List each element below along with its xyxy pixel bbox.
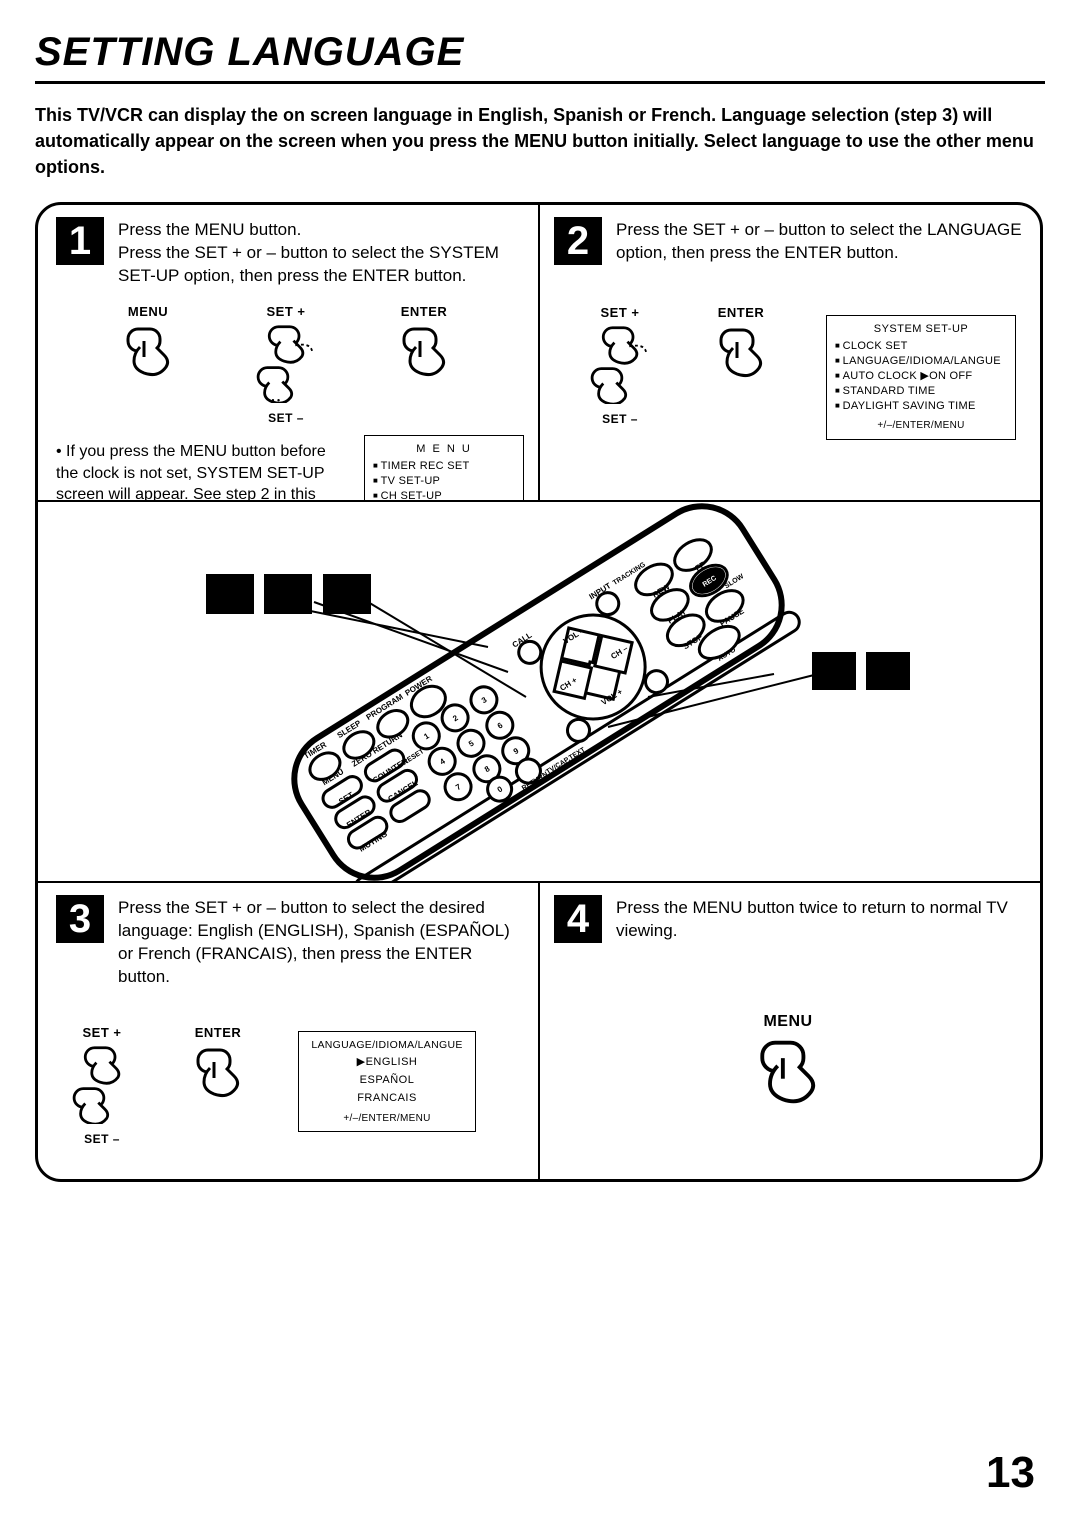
set-button-illustration: SET + SET –: [250, 304, 322, 425]
step-number: 4: [554, 895, 602, 943]
menu-button-illustration: MENU: [118, 304, 178, 379]
press-icon: [394, 323, 454, 379]
osd-hint: +/–/ENTER/MENU: [835, 419, 1007, 433]
press-icon: [711, 324, 771, 380]
set-button-illustration: SET + SET –: [66, 1025, 138, 1146]
osd-item: AUTO CLOCK ▶ON OFF: [835, 369, 1007, 384]
button-sublabel: SET –: [66, 1132, 138, 1146]
step-number: 3: [56, 895, 104, 943]
osd-language: LANGUAGE/IDIOMA/LANGUE ▶ENGLISH ESPAÑOL …: [298, 1031, 476, 1132]
osd-item: CH SET-UP: [373, 489, 515, 504]
step-number: 1: [56, 217, 104, 265]
osd-option: ESPAÑOL: [307, 1073, 467, 1088]
step-text: Press the MENU button twice to return to…: [616, 895, 1022, 943]
page-title: SETTING LANGUAGE: [35, 30, 1045, 75]
enter-button-illustration: ENTER: [394, 304, 454, 379]
button-label: MENU: [554, 1013, 1022, 1031]
remote-control-icon: TIMER SLEEP PROGRAM POWER MENU ZERO RETU…: [178, 502, 898, 881]
osd-title: M E N U: [373, 442, 515, 457]
steps-container: 1 Press the MENU button. Press the SET +…: [35, 202, 1043, 1182]
intro-text: This TV/VCR can display the on screen la…: [35, 102, 1045, 180]
step-2: 2 Press the SET + or – button to select …: [536, 205, 1040, 500]
step-text: Press the SET + or – button to select th…: [118, 895, 524, 989]
button-label: ENTER: [188, 1025, 248, 1040]
osd-item: STANDARD TIME: [835, 384, 1007, 399]
press-double-icon: [584, 324, 656, 404]
step-4: 4 Press the MENU button twice to return …: [536, 883, 1040, 1182]
title-underline: [35, 81, 1045, 84]
button-label: SET +: [66, 1025, 138, 1040]
page-number: 13: [986, 1448, 1035, 1498]
button-label: ENTER: [711, 305, 771, 320]
enter-button-illustration: ENTER: [188, 1025, 248, 1100]
enter-button-illustration: ENTER: [711, 305, 771, 380]
button-sublabel: SET –: [250, 411, 322, 425]
osd-title: LANGUAGE/IDIOMA/LANGUE: [307, 1038, 467, 1052]
step-1: 1 Press the MENU button. Press the SET +…: [38, 205, 542, 500]
press-icon: [749, 1035, 827, 1107]
button-label: MENU: [118, 304, 178, 319]
step-number: 2: [554, 217, 602, 265]
set-button-illustration: SET + SET –: [584, 305, 656, 426]
step-3: 3 Press the SET + or – button to select …: [38, 883, 542, 1182]
osd-title: SYSTEM SET-UP: [835, 322, 1007, 337]
press-double-icon: [250, 323, 322, 403]
button-label: SET +: [250, 304, 322, 319]
osd-option: ▶ENGLISH: [307, 1055, 467, 1070]
osd-hint: +/–/ENTER/MENU: [307, 1112, 467, 1126]
osd-item: CLOCK SET: [835, 339, 1007, 354]
osd-item: LANGUAGE/IDIOMA/LANGUE: [835, 354, 1007, 369]
osd-item: DAYLIGHT SAVING TIME: [835, 399, 1007, 414]
osd-item: TV SET-UP: [373, 474, 515, 489]
button-label: ENTER: [394, 304, 454, 319]
step-text: Press the SET + or – button to select th…: [616, 217, 1022, 265]
remote-illustration-row: TIMER SLEEP PROGRAM POWER MENU ZERO RETU…: [38, 502, 1040, 881]
osd-option: FRANCAIS: [307, 1091, 467, 1106]
osd-system-setup: SYSTEM SET-UP CLOCK SET LANGUAGE/IDIOMA/…: [826, 315, 1016, 440]
osd-item: TIMER REC SET: [373, 459, 515, 474]
press-icon: [188, 1044, 248, 1100]
button-sublabel: SET –: [584, 412, 656, 426]
press-double-icon: [66, 1044, 138, 1124]
press-icon: [118, 323, 178, 379]
step-text: Press the MENU button. Press the SET + o…: [118, 217, 524, 288]
button-label: SET +: [584, 305, 656, 320]
osd-list: CLOCK SET LANGUAGE/IDIOMA/LANGUE AUTO CL…: [835, 339, 1007, 413]
